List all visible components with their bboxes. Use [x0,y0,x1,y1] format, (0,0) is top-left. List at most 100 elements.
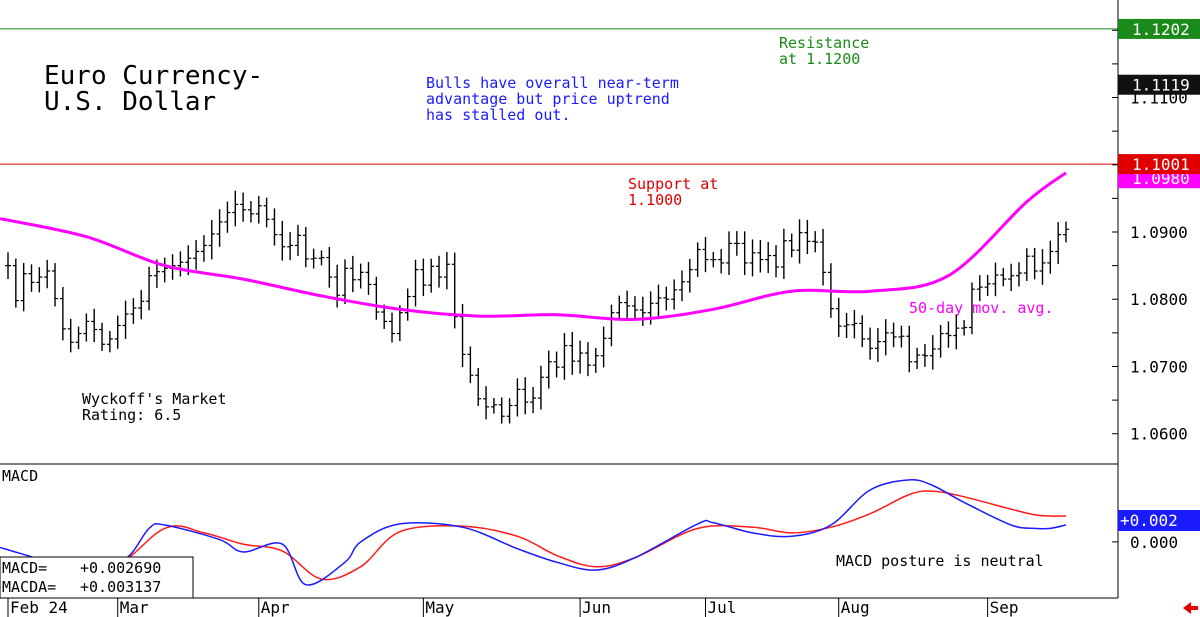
price-bar [702,236,709,273]
price-bar [812,231,819,253]
scroll-left-arrow-icon[interactable] [1183,602,1198,614]
price-bar [600,326,607,368]
price-bar [247,201,254,223]
resistance-note-line-2: at 1.1200 [779,50,860,68]
price-bar [483,386,490,420]
price-bar [953,314,960,350]
price-bar [396,305,403,342]
price-bar [592,347,599,373]
price-bar [255,196,262,224]
price-bar [929,335,936,370]
moving-average-line [0,171,1067,321]
price-bar [694,242,701,277]
price-tick-label: 1.0600 [1130,425,1188,444]
price-tag: 1.1202 [1118,18,1200,39]
price-bar [741,231,748,276]
price-bar [874,328,881,362]
price-bar [294,224,301,256]
time-axis-labels: Feb 24 Mar Apr May Jun Jul Aug Sep [7,598,1019,617]
rating-note-line-1: Wyckoff's Market [82,390,227,408]
price-bar [569,331,576,375]
price-bar [945,321,952,348]
price-tag-text: 1.1202 [1132,20,1190,39]
price-bar [914,347,921,370]
price-bar [624,290,631,318]
price-bar [232,190,239,227]
price-bar [1000,267,1007,287]
price-bar [859,315,866,348]
price-bar [631,296,638,320]
price-tag-text: 1.1001 [1132,155,1190,174]
price-bar [263,197,270,228]
price-bar [804,219,811,255]
price-bar [67,318,74,353]
price-bar [20,262,27,312]
price-bar [467,346,474,384]
price-bar [608,304,615,347]
macd-line [0,479,1067,586]
price-bar [122,300,129,339]
price-bar [357,263,364,289]
price-bar [671,279,678,310]
macd-axis-zero-label: 0.000 [1130,533,1178,552]
price-bar [577,340,584,374]
price-bar [75,326,82,350]
price-bar [937,324,944,358]
macd-value-tag: +0.002 [1118,510,1200,531]
price-bar [976,275,983,302]
month-label: Feb 24 [10,598,68,617]
resistance-note-line-1: Resistance [779,34,869,52]
price-bar [36,267,43,293]
price-bar [530,386,537,414]
support-note-line-2: 1.1000 [628,191,682,209]
price-bar [867,327,874,360]
price-bar [138,289,145,320]
macda-readout-label: MACDA= [2,578,56,596]
price-bar [718,249,725,274]
price-bar [1063,221,1069,243]
month-label: Sep [990,598,1019,617]
price-bar [28,264,35,292]
price-bar [890,322,897,348]
price-bar [561,332,568,380]
month-label: Mar [120,598,149,617]
price-bar [843,312,850,339]
price-tick-label: 1.0700 [1130,357,1188,376]
month-label: Aug [841,598,870,617]
price-bar [835,297,842,337]
price-tick-label: 1.0800 [1130,290,1188,309]
price-bar [271,208,278,246]
macd-posture-note: MACD posture is neutral [836,552,1044,570]
price-bar [616,295,623,320]
price-bar [820,228,827,286]
price-bar [59,287,66,341]
price-bar [1039,249,1046,285]
macd-readout-label: MACD= [2,559,47,577]
price-bar [1055,222,1062,265]
chart-title-line-1: Euro Currency- [44,61,263,91]
price-bar [287,232,294,261]
price-bar [773,245,780,278]
moving-average-label: 50-day mov. avg. [909,299,1054,317]
price-bar [553,351,560,378]
price-bar [522,377,529,415]
price-tag: 1.1001 [1118,154,1200,175]
price-bar [765,242,772,274]
price-bar [984,274,991,297]
price-bar [83,313,90,342]
price-bar [906,325,913,373]
price-bar [216,209,223,247]
price-bar [193,239,200,270]
price-bar [678,270,685,302]
price-bar [381,304,388,329]
price-bar [733,231,740,256]
chart-title-line-2: U.S. Dollar [44,87,216,117]
macd-panel-title: MACD [2,467,38,485]
price-bar [412,259,419,307]
price-bar [99,322,106,351]
price-bar [279,220,286,261]
price-bar [545,350,552,389]
price-bar [710,251,717,268]
price-bar [106,330,113,353]
